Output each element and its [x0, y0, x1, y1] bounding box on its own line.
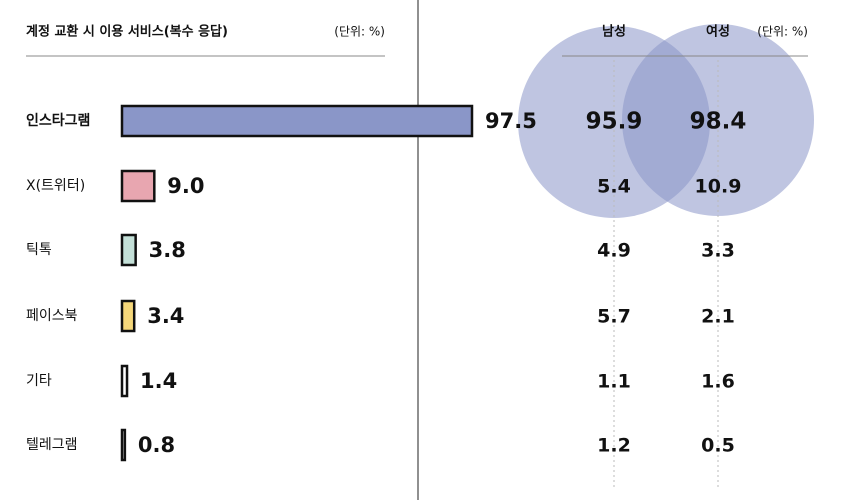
chart-title: 계정 교환 시 이용 서비스(복수 응답) [26, 24, 228, 40]
group-value: 0.5 [701, 435, 735, 457]
column-header: 남성 [602, 24, 626, 40]
category-label: 페이스북 [26, 308, 78, 324]
value-label: 0.8 [138, 433, 175, 457]
category-label: 기타 [26, 373, 52, 389]
group-value: 98.4 [690, 109, 747, 135]
value-label: 3.8 [149, 238, 186, 262]
bar [120, 299, 136, 333]
group-value: 3.3 [701, 240, 735, 262]
unit: (단위: %) [757, 25, 808, 39]
group-value: 1.2 [597, 435, 631, 457]
category-label: 텔레그램 [26, 437, 78, 453]
value-label: 9.0 [167, 174, 204, 198]
category-label: 틱톡 [26, 242, 52, 258]
unit: (단위: %) [334, 25, 385, 39]
value-label: 97.5 [485, 109, 537, 133]
value-label: 1.4 [140, 369, 177, 393]
column-header: 여성 [706, 24, 730, 40]
group-value: 5.7 [597, 306, 631, 328]
group-value: 4.9 [597, 240, 631, 262]
group-value: 2.1 [701, 306, 735, 328]
category-label: 인스타그램 [26, 112, 90, 129]
bar [120, 364, 129, 398]
bar [120, 428, 127, 462]
bar [120, 169, 156, 203]
bar [120, 233, 137, 267]
group-value: 1.6 [701, 371, 735, 393]
category-label: X(트위터) [26, 178, 85, 194]
value-label: 3.4 [147, 304, 184, 328]
group-value: 10.9 [695, 176, 742, 198]
group-value: 5.4 [597, 176, 631, 198]
bar [120, 104, 474, 138]
group-value: 95.9 [586, 109, 643, 135]
group-value: 1.1 [597, 371, 631, 393]
